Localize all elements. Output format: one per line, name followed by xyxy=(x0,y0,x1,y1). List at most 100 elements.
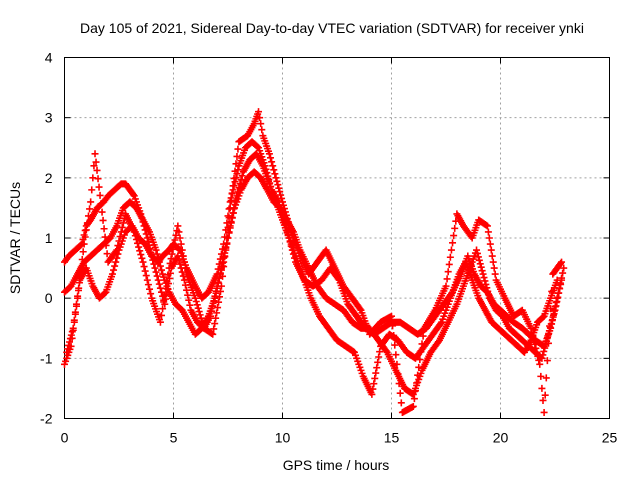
data-point-marker xyxy=(101,233,109,241)
data-point-marker xyxy=(113,246,121,254)
data-point-marker xyxy=(485,291,493,299)
data-point-marker xyxy=(114,242,122,250)
data-point-marker xyxy=(92,158,100,166)
data-point-marker xyxy=(112,258,120,266)
data-point-marker xyxy=(170,241,178,249)
data-point-marker xyxy=(275,184,283,192)
data-point-marker xyxy=(178,268,186,276)
data-point-marker xyxy=(153,272,161,280)
data-point-marker xyxy=(539,351,547,359)
data-point-marker xyxy=(553,276,561,284)
data-point-marker xyxy=(87,198,95,206)
data-point-marker xyxy=(437,320,445,328)
data-point-marker xyxy=(279,201,287,209)
data-point-marker xyxy=(234,145,242,153)
data-point-marker xyxy=(221,253,229,261)
data-point-marker xyxy=(230,175,238,183)
data-point-marker xyxy=(550,310,558,318)
data-point-marker xyxy=(375,353,383,361)
data-point-marker xyxy=(153,250,161,258)
x-tick-label: 5 xyxy=(170,430,178,446)
data-point-marker xyxy=(271,170,279,178)
data-point-marker xyxy=(371,374,379,382)
data-point-marker xyxy=(165,264,173,272)
data-point-marker xyxy=(236,180,244,188)
data-point-marker xyxy=(282,211,290,219)
data-point-marker xyxy=(536,360,544,368)
data-point-marker xyxy=(489,258,497,266)
y-tick-label: 1 xyxy=(45,230,53,246)
data-point-marker xyxy=(81,233,89,241)
data-point-marker xyxy=(476,260,484,268)
data-point-marker xyxy=(443,275,451,283)
data-point-marker xyxy=(410,395,418,403)
data-point-marker xyxy=(148,252,156,260)
y-axis-label: SDTVAR / TECUs xyxy=(7,182,23,294)
data-point-marker xyxy=(556,285,564,293)
data-point-marker xyxy=(544,339,552,347)
data-point-marker xyxy=(212,314,220,322)
data-point-marker xyxy=(141,267,149,275)
data-point-marker xyxy=(473,246,481,254)
data-point-marker xyxy=(396,389,404,397)
data-point-marker xyxy=(528,328,536,336)
data-point-marker xyxy=(540,408,548,416)
data-point-marker xyxy=(390,331,398,339)
data-point-marker xyxy=(174,222,182,230)
data-point-marker xyxy=(142,272,150,280)
data-point-marker xyxy=(74,294,82,302)
data-point-marker xyxy=(214,304,222,312)
data-point-marker xyxy=(484,287,492,295)
data-point-marker xyxy=(78,255,86,263)
data-point-marker xyxy=(226,198,234,206)
data-point-marker xyxy=(152,246,160,254)
data-point-marker xyxy=(161,291,169,299)
data-point-marker xyxy=(434,338,442,346)
data-point-marker xyxy=(68,328,76,336)
data-point-marker xyxy=(382,347,390,355)
data-point-marker xyxy=(557,259,565,267)
data-point-marker xyxy=(171,236,179,244)
data-point-marker xyxy=(69,326,77,334)
data-point-marker xyxy=(475,256,483,264)
data-point-marker xyxy=(89,174,97,182)
data-point-marker xyxy=(257,120,265,128)
data-point-marker xyxy=(393,360,401,368)
x-tick-label: 15 xyxy=(384,430,400,446)
data-point-marker xyxy=(76,271,84,279)
data-point-marker xyxy=(478,267,486,275)
data-point-marker xyxy=(477,263,485,271)
data-point-marker xyxy=(195,308,203,316)
data-point-marker xyxy=(442,282,450,290)
data-point-marker xyxy=(553,298,561,306)
data-point-marker xyxy=(285,221,293,229)
data-point-marker xyxy=(488,252,496,260)
data-point-marker xyxy=(265,150,273,158)
data-point-marker xyxy=(177,240,185,248)
data-point-marker xyxy=(91,150,99,158)
data-point-marker xyxy=(445,260,453,268)
data-point-marker xyxy=(447,246,455,254)
data-point-marker xyxy=(479,270,487,278)
data-point-marker xyxy=(227,218,235,226)
data-point-marker xyxy=(208,307,216,315)
data-point-marker xyxy=(394,370,402,378)
data-point-marker xyxy=(193,301,201,309)
data-point-marker xyxy=(196,311,204,319)
data-point-marker xyxy=(154,254,162,262)
data-point-marker xyxy=(411,387,419,395)
data-point-marker xyxy=(484,228,492,236)
data-point-marker xyxy=(158,266,166,274)
data-point-marker xyxy=(268,158,276,166)
data-point-marker xyxy=(75,286,83,294)
data-point-marker xyxy=(546,322,554,330)
data-point-marker xyxy=(166,259,174,267)
data-point-marker xyxy=(180,258,188,266)
data-point-marker xyxy=(535,356,543,364)
data-point-marker xyxy=(372,369,380,377)
data-point-marker xyxy=(181,264,189,272)
data-point-marker xyxy=(557,280,565,288)
data-point-marker xyxy=(175,256,183,264)
data-point-marker xyxy=(283,215,291,223)
data-point-marker xyxy=(451,224,459,232)
